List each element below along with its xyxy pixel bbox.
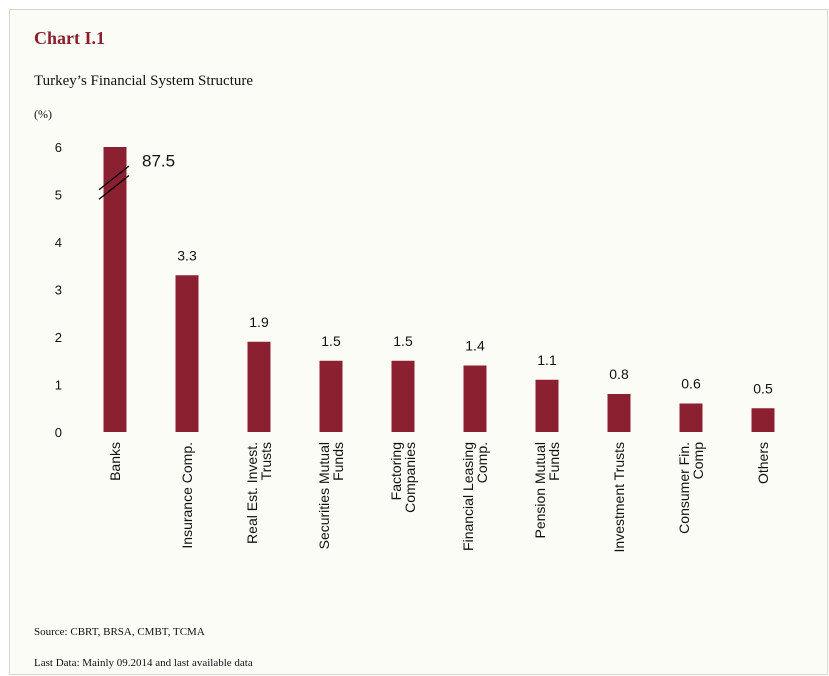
data-label: 1.1 <box>537 352 557 368</box>
bar-4 <box>391 360 415 432</box>
bar-5 <box>463 365 487 432</box>
data-label: 0.6 <box>681 376 701 392</box>
data-label: 1.4 <box>465 338 485 354</box>
source-note: Source: CBRT, BRSA, CMBT, TCMA <box>34 626 205 638</box>
y-tick-label: 2 <box>55 330 62 345</box>
y-tick-label: 4 <box>55 235 62 250</box>
y-tick-label: 0 <box>55 425 62 440</box>
x-tick-label: Pension Mutual <box>532 442 548 539</box>
bar-2 <box>247 341 271 432</box>
x-tick-label: Consumer Fin. <box>676 442 692 534</box>
axis-break-mark <box>98 174 130 200</box>
data-label: 1.5 <box>321 333 341 349</box>
bar-8 <box>679 403 703 432</box>
bar-chart: 0 1 2 3 4 5 6 87.5 Banks 3.3 Insurance Comp. 1.9 Rea… <box>55 140 775 552</box>
data-label: 1.5 <box>393 333 413 349</box>
x-tick-label: Real Est. Invest. <box>244 442 260 544</box>
x-tick-label: Securities Mutual <box>316 442 332 549</box>
data-label: 3.3 <box>177 247 197 263</box>
y-tick-label: 1 <box>55 378 62 393</box>
x-tick-label: Insurance Comp. <box>179 442 195 549</box>
bar-3 <box>319 360 343 432</box>
x-tick-label: Companies <box>402 442 418 513</box>
bar-1 <box>175 275 199 432</box>
y-tick-label: 6 <box>55 140 62 155</box>
x-tick-label: Funds <box>330 442 346 481</box>
bar-9 <box>751 408 775 432</box>
chart-number: Chart I.1 <box>34 28 105 48</box>
y-tick-label: 5 <box>55 188 62 203</box>
x-tick-label: Funds <box>546 442 562 481</box>
x-tick-label: Comp <box>690 442 706 480</box>
last-data-note: Last Data: Mainly 09.2014 and last avail… <box>34 657 253 669</box>
data-label: 0.8 <box>609 366 629 382</box>
bar-7 <box>607 394 631 432</box>
data-label: 1.9 <box>249 314 269 330</box>
y-tick-label: 3 <box>55 283 62 298</box>
x-tick-label: Factoring <box>388 442 404 500</box>
data-label: 87.5 <box>142 151 175 170</box>
chart-title: Turkey’s Financial System Structure <box>34 73 254 89</box>
x-tick-label: Financial Leasing <box>460 442 476 551</box>
bar-0 <box>103 147 127 432</box>
chart-unit: (%) <box>34 107 52 121</box>
chart-panel: Chart I.1 Turkey’s Financial System Stru… <box>9 9 828 675</box>
x-tick-label: Investment Trusts <box>611 442 627 552</box>
data-label: 0.5 <box>753 380 773 396</box>
x-tick-label: Others <box>755 442 771 484</box>
x-tick-label: Banks <box>107 442 123 481</box>
x-tick-label: Comp. <box>474 442 490 483</box>
axis-break-mark <box>98 165 130 191</box>
x-tick-label: Trusts <box>258 442 274 480</box>
bar-6 <box>535 379 559 432</box>
